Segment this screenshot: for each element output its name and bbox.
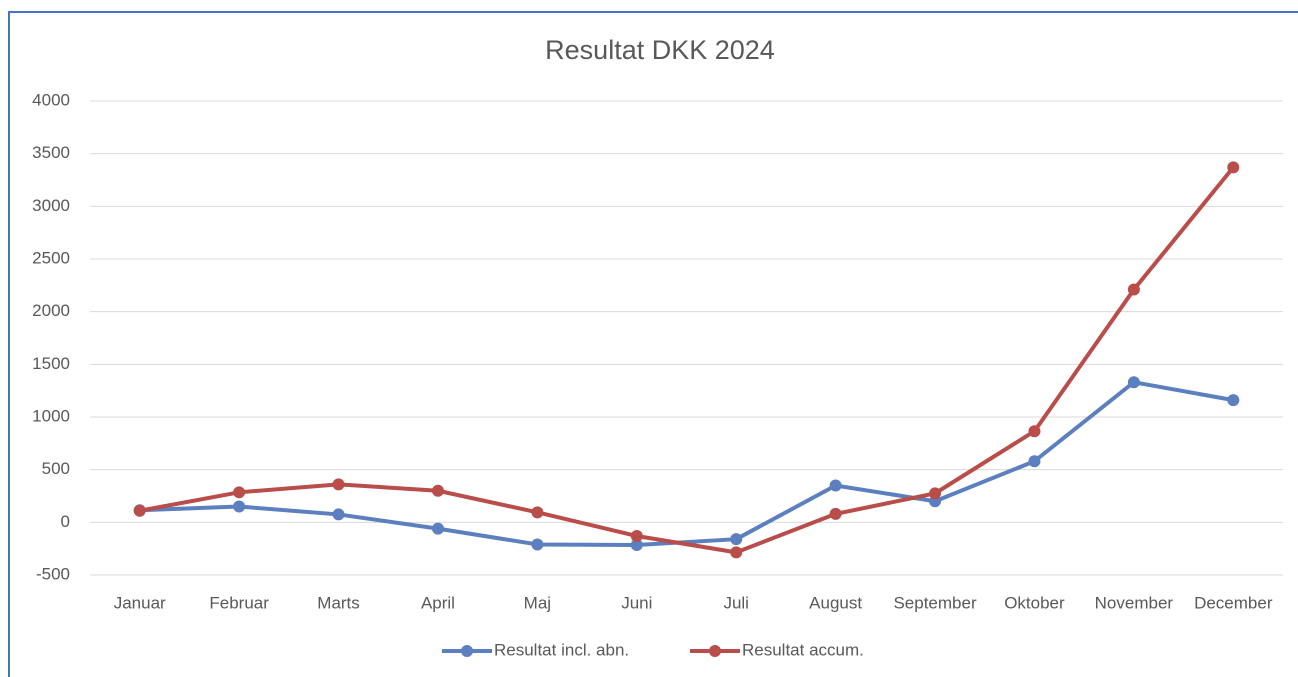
y-tick-label: 1500 [32,354,70,373]
y-tick-label: 4000 [32,90,70,109]
x-tick-label: September [893,593,976,612]
data-point [829,479,842,492]
y-tick-label: -500 [36,564,70,583]
data-point [233,486,246,499]
y-tick-label: 2000 [32,301,70,320]
legend-label: Resultat accum. [742,640,864,659]
x-tick-label: Marts [317,593,360,612]
data-point [630,530,643,543]
data-point [233,500,246,513]
x-tick-label: Oktober [1004,593,1065,612]
data-point [1127,376,1140,389]
data-point [929,487,942,500]
data-point [1028,455,1041,468]
data-point [332,478,345,491]
data-point [531,506,544,519]
chart-title: Resultat DKK 2024 [545,35,775,65]
data-point [829,507,842,520]
x-tick-label: Juli [723,593,749,612]
legend-marker [461,645,473,657]
x-tick-label: Juni [621,593,652,612]
y-tick-label: 3000 [32,196,70,215]
data-point [133,504,146,517]
data-point [1227,394,1240,407]
series-line [139,166,1235,555]
legend-marker [709,645,721,657]
series-line [139,380,1234,547]
data-point [1028,425,1041,438]
y-tick-label: 0 [61,512,70,531]
data-point [630,538,643,551]
data-point [431,522,444,535]
x-tick-label: November [1095,593,1174,612]
x-tick-label: Maj [524,593,551,612]
y-tick-label: 500 [42,459,70,478]
data-point [332,508,345,521]
data-point [730,546,743,559]
data-point [431,484,444,497]
x-tick-label: August [809,593,862,612]
data-point [730,533,743,546]
x-tick-label: April [421,593,455,612]
y-tick-label: 2500 [32,248,70,267]
y-tick-label: 3500 [32,143,70,162]
data-point [531,538,544,551]
data-point [1227,161,1240,174]
legend-label: Resultat incl. abn. [494,640,629,659]
y-tick-label: 1000 [32,406,70,425]
x-tick-label: December [1194,593,1273,612]
x-tick-label: Januar [114,593,166,612]
x-tick-label: Februar [209,593,269,612]
chart-frame [8,11,1298,677]
data-point [1127,283,1140,296]
